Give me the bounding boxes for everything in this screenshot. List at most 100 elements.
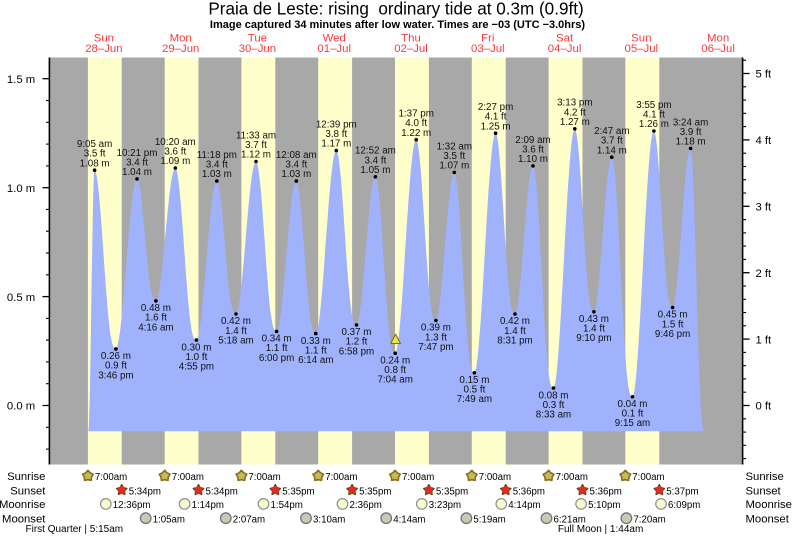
svg-text:03–Jul: 03–Jul (471, 43, 505, 55)
svg-text:7:49 am: 7:49 am (457, 394, 492, 405)
svg-text:5:36pm: 5:36pm (590, 486, 622, 497)
svg-text:0.5 m: 0.5 m (7, 292, 35, 304)
svg-text:Wed: Wed (323, 32, 346, 44)
svg-text:1:05am: 1:05am (153, 514, 185, 525)
svg-text:0.1 ft: 0.1 ft (622, 409, 644, 420)
svg-text:Tue: Tue (248, 32, 267, 44)
svg-text:7:00am: 7:00am (632, 472, 664, 483)
svg-text:6:00 pm: 6:00 pm (259, 353, 294, 364)
svg-text:2:47 am: 2:47 am (594, 126, 629, 137)
svg-text:10:20 am: 10:20 am (155, 137, 196, 148)
svg-text:Moonrise: Moonrise (746, 499, 792, 511)
svg-text:1.5 m: 1.5 m (7, 74, 35, 86)
svg-text:3.4 ft: 3.4 ft (285, 160, 307, 171)
svg-text:1.1 ft: 1.1 ft (266, 343, 288, 354)
svg-text:Fri: Fri (481, 32, 494, 44)
svg-text:02–Jul: 02–Jul (394, 43, 428, 55)
svg-text:1:54pm: 1:54pm (271, 500, 303, 511)
svg-text:7:00am: 7:00am (479, 472, 511, 483)
svg-text:3.5 ft: 3.5 ft (84, 149, 106, 160)
svg-text:4:16 am: 4:16 am (138, 322, 173, 333)
svg-text:9:46 pm: 9:46 pm (655, 329, 690, 340)
svg-text:0.42 m: 0.42 m (500, 316, 530, 327)
svg-text:12:39 pm: 12:39 pm (316, 120, 357, 131)
svg-text:10:21 pm: 10:21 pm (117, 148, 158, 159)
svg-text:12:08 am: 12:08 am (276, 150, 317, 161)
svg-text:6:09pm: 6:09pm (668, 500, 700, 511)
svg-text:Moonrise: Moonrise (0, 499, 45, 511)
svg-text:7:00am: 7:00am (248, 472, 280, 483)
svg-text:5:34pm: 5:34pm (129, 486, 161, 497)
svg-text:1.0 ft: 1.0 ft (186, 352, 208, 363)
svg-text:30–Jun: 30–Jun (239, 43, 276, 55)
svg-text:3.6 ft: 3.6 ft (164, 147, 186, 158)
svg-text:Thu: Thu (401, 32, 421, 44)
svg-text:11:33 am: 11:33 am (236, 130, 276, 141)
svg-text:5:10pm: 5:10pm (588, 500, 620, 511)
svg-text:7:04 am: 7:04 am (377, 375, 412, 386)
svg-text:4.1 ft: 4.1 ft (485, 112, 507, 123)
svg-text:3.4 ft: 3.4 ft (126, 157, 148, 168)
svg-text:4.1 ft: 4.1 ft (643, 110, 665, 121)
svg-text:0.26 m: 0.26 m (101, 351, 131, 362)
svg-text:9:05 am: 9:05 am (77, 139, 112, 150)
svg-text:06–Jul: 06–Jul (701, 43, 735, 55)
svg-text:5:35pm: 5:35pm (282, 486, 314, 497)
svg-text:3:46 pm: 3:46 pm (98, 370, 133, 381)
svg-text:3:13 pm: 3:13 pm (557, 98, 592, 109)
svg-text:0.24 m: 0.24 m (380, 355, 410, 366)
svg-text:Image captured 34 minutes afte: Image captured 34 minutes after low wate… (210, 19, 586, 31)
svg-text:Mon: Mon (707, 32, 729, 44)
svg-text:1.17 m: 1.17 m (321, 139, 351, 150)
svg-text:2:07am: 2:07am (233, 514, 265, 525)
svg-text:Sun: Sun (631, 32, 651, 44)
svg-text:4.2 ft: 4.2 ft (564, 107, 586, 118)
svg-text:0.42 m: 0.42 m (221, 316, 251, 327)
svg-text:3.4 ft: 3.4 ft (365, 155, 387, 166)
svg-text:1.18 m: 1.18 m (676, 137, 706, 148)
svg-text:1.12 m: 1.12 m (241, 150, 271, 161)
svg-text:Praia de Leste: rising ordina: Praia de Leste: rising ordinary tide at … (208, 0, 583, 19)
svg-text:0.37 m: 0.37 m (342, 327, 372, 338)
svg-text:9:10 pm: 9:10 pm (576, 333, 611, 344)
svg-text:0.08 m: 0.08 m (539, 390, 569, 401)
svg-text:3.6 ft: 3.6 ft (522, 144, 544, 155)
svg-text:5:37pm: 5:37pm (666, 486, 698, 497)
svg-text:01–Jul: 01–Jul (317, 43, 351, 55)
svg-text:5:18 am: 5:18 am (218, 335, 253, 346)
svg-text:29–Jun: 29–Jun (162, 43, 199, 55)
svg-text:1.10 m: 1.10 m (518, 154, 548, 165)
svg-text:3.4 ft: 3.4 ft (206, 160, 228, 171)
svg-text:7:00am: 7:00am (325, 472, 357, 483)
svg-text:6:14 am: 6:14 am (298, 355, 333, 366)
svg-text:7:20am: 7:20am (633, 514, 665, 525)
svg-text:04–Jul: 04–Jul (548, 43, 582, 55)
svg-text:3.5 ft: 3.5 ft (443, 151, 465, 162)
svg-text:0 ft: 0 ft (756, 401, 773, 413)
svg-text:1.4 ft: 1.4 ft (583, 324, 605, 335)
svg-text:5:35pm: 5:35pm (436, 486, 468, 497)
svg-text:3.7 ft: 3.7 ft (601, 136, 623, 147)
svg-text:1.6 ft: 1.6 ft (145, 313, 167, 324)
svg-text:1.08 m: 1.08 m (80, 158, 110, 169)
svg-text:7:47 pm: 7:47 pm (418, 342, 453, 353)
svg-text:1.03 m: 1.03 m (281, 169, 311, 180)
svg-text:0.30 m: 0.30 m (181, 342, 211, 353)
svg-text:Sat: Sat (556, 32, 574, 44)
svg-text:3:10am: 3:10am (313, 514, 345, 525)
svg-text:9:15 am: 9:15 am (615, 418, 650, 429)
svg-text:05–Jul: 05–Jul (625, 43, 659, 55)
svg-text:6:58 pm: 6:58 pm (339, 346, 374, 357)
svg-text:1.2 ft: 1.2 ft (346, 337, 368, 348)
svg-text:1.07 m: 1.07 m (439, 161, 469, 172)
svg-text:1.0 m: 1.0 m (7, 183, 35, 195)
svg-text:Mon: Mon (170, 32, 192, 44)
svg-text:5 ft: 5 ft (756, 69, 773, 81)
svg-text:0.8 ft: 0.8 ft (384, 365, 406, 376)
svg-text:3.9 ft: 3.9 ft (680, 127, 702, 138)
svg-text:Sun: Sun (94, 32, 114, 44)
svg-text:4 ft: 4 ft (756, 135, 773, 147)
svg-text:3:55 pm: 3:55 pm (636, 100, 671, 111)
svg-text:1 ft: 1 ft (756, 334, 773, 346)
svg-text:1.05 m: 1.05 m (360, 165, 390, 176)
